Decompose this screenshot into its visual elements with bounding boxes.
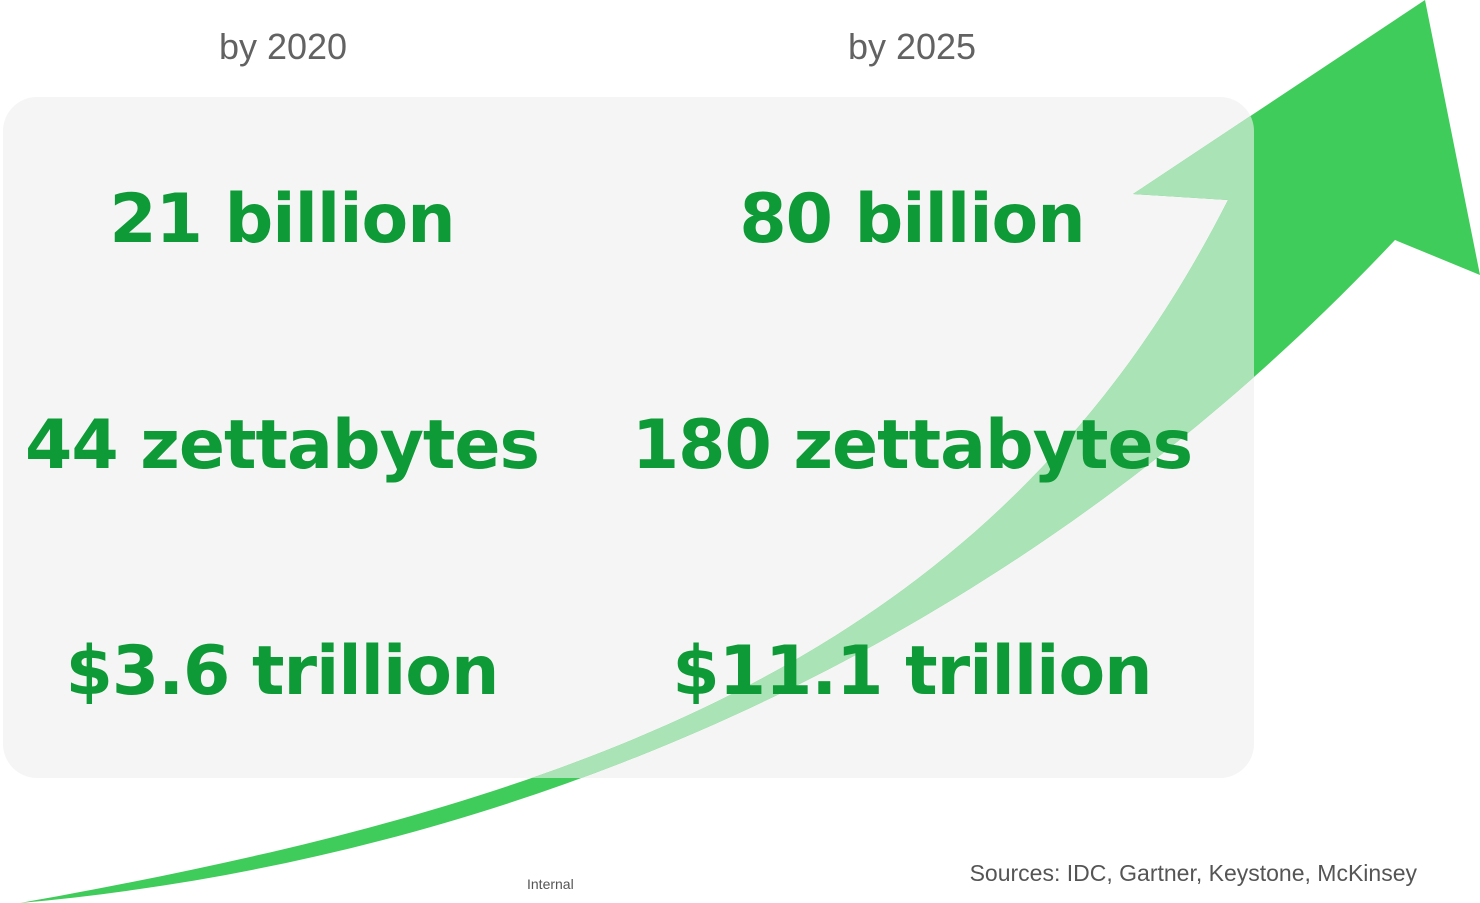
year-label-2025: by 2025 — [847, 26, 977, 67]
stat-data-2025: 180 zettabytes — [631, 406, 1193, 485]
stat-devices-2025: 80 billion — [739, 180, 1085, 259]
stat-devices-2020: 21 billion — [109, 180, 455, 259]
classification-label: Internal — [527, 876, 574, 892]
stat-value-2025: $11.1 trillion — [672, 632, 1152, 711]
stats-panel — [3, 97, 1254, 778]
sources-note: Sources: IDC, Gartner, Keystone, McKinse… — [969, 860, 1417, 886]
year-label-2020: by 2020 — [218, 26, 348, 67]
stat-value-2020: $3.6 trillion — [65, 632, 500, 711]
stat-data-2020: 44 zettabytes — [25, 406, 540, 485]
